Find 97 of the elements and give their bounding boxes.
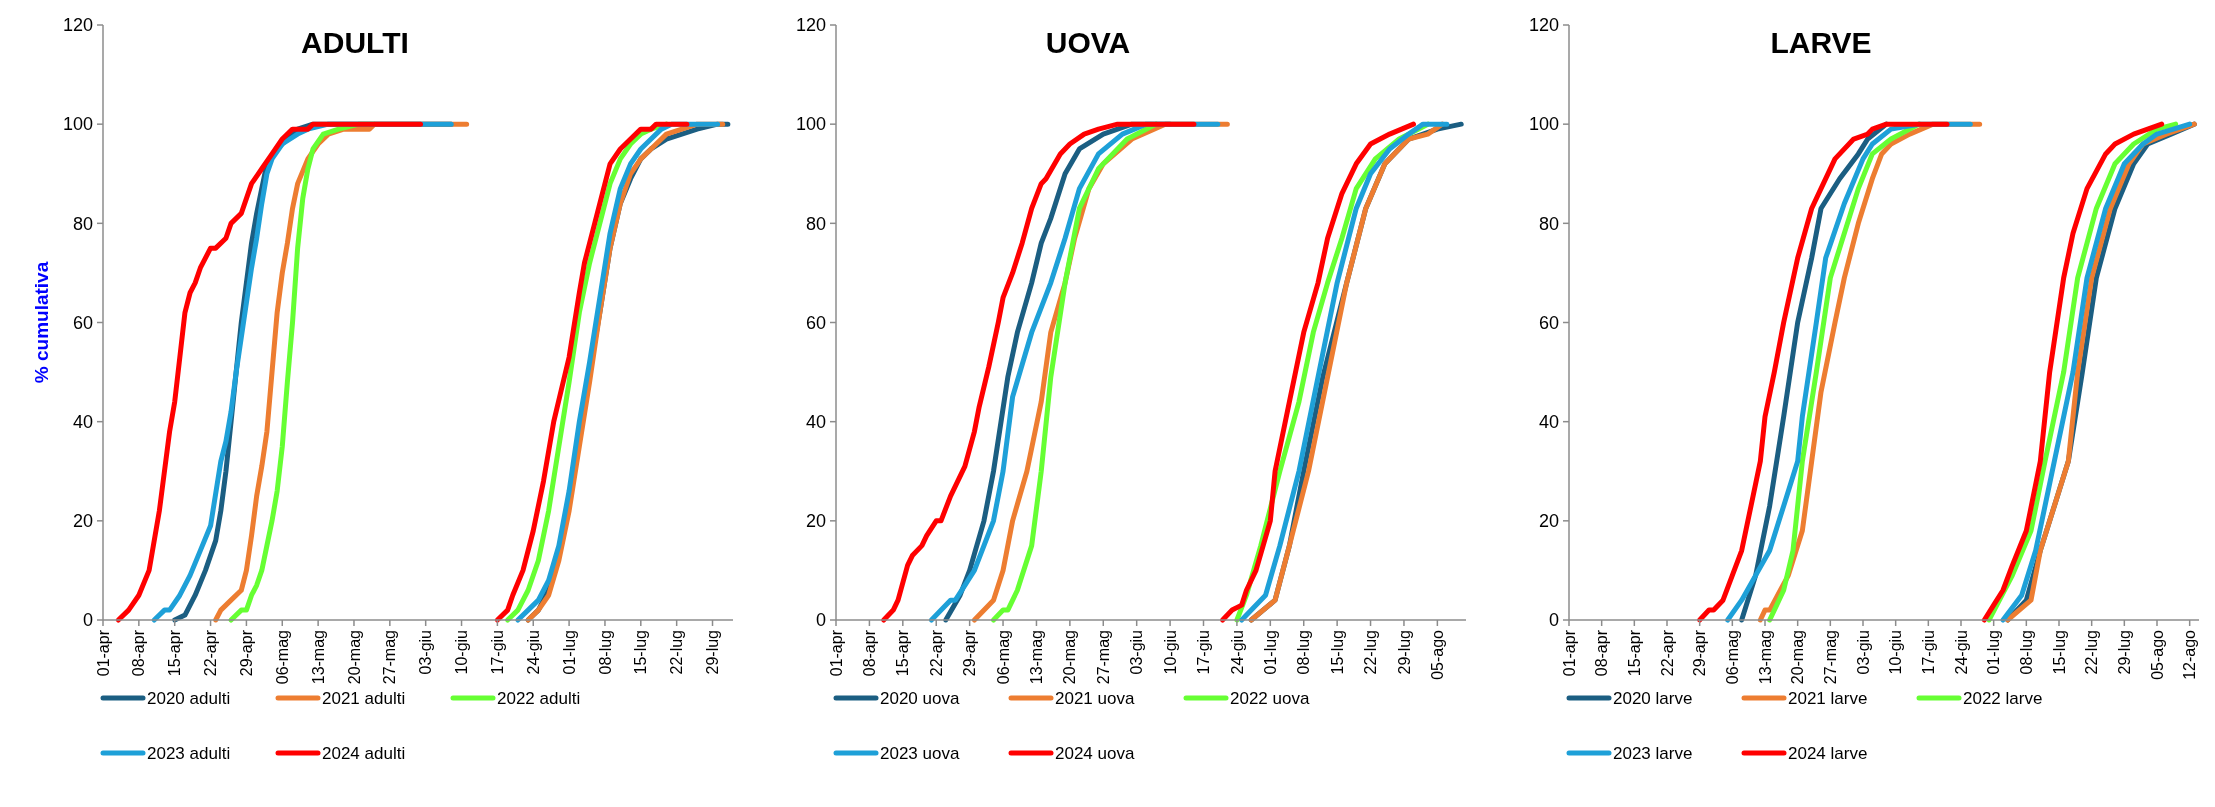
legend-label: 2021 adulti bbox=[322, 688, 406, 708]
x-tick-label: 15-apr bbox=[894, 629, 912, 677]
x-tick-label: 22-apr bbox=[202, 629, 220, 677]
y-tick-label: 100 bbox=[1528, 114, 1559, 135]
legend-label: 2024 uova bbox=[1055, 743, 1135, 763]
legend-label: 2021 larve bbox=[1788, 688, 1868, 708]
chart-title: ADULTI bbox=[301, 26, 409, 59]
x-tick-label: 01-lug bbox=[1261, 630, 1279, 675]
x-tick-label: 29-lug bbox=[704, 630, 722, 675]
x-tick-label: 17-giu bbox=[488, 630, 506, 675]
x-tick-label: 17-giu bbox=[1919, 630, 1937, 675]
x-tick-label: 08-apr bbox=[1593, 629, 1611, 677]
y-tick-label: 40 bbox=[1538, 411, 1559, 432]
legend-label: 2024 adulti bbox=[322, 743, 406, 763]
x-tick-label: 01-apr bbox=[827, 629, 845, 677]
x-tick-label: 10-giu bbox=[453, 630, 471, 675]
x-tick-label: 06-mag bbox=[273, 630, 291, 685]
x-tick-label: 15-lug bbox=[1328, 630, 1346, 675]
x-tick-label: 13-mag bbox=[309, 630, 327, 685]
x-tick-label: 08-lug bbox=[1295, 630, 1313, 675]
legend-label: 2023 uova bbox=[880, 743, 960, 763]
x-tick-label: 03-giu bbox=[1128, 630, 1146, 675]
y-tick-label: 120 bbox=[62, 15, 93, 36]
legend-label: 2020 adulti bbox=[147, 688, 231, 708]
x-tick-label: 08-apr bbox=[130, 629, 148, 677]
x-tick-label: 24-giu bbox=[1952, 630, 1970, 675]
y-tick-label: 60 bbox=[1538, 312, 1559, 333]
y-tick-label: 100 bbox=[62, 114, 93, 135]
y-axis-title: % cumulativa bbox=[31, 261, 52, 384]
legend-label: 2023 larve bbox=[1613, 743, 1693, 763]
x-tick-label: 29-lug bbox=[2115, 630, 2133, 675]
x-tick-label: 22-apr bbox=[1658, 629, 1676, 677]
y-tick-label: 120 bbox=[1528, 15, 1559, 36]
legend-label: 2024 larve bbox=[1788, 743, 1868, 763]
y-tick-label: 0 bbox=[815, 610, 826, 631]
x-tick-label: 01-lug bbox=[1985, 630, 2003, 675]
y-tick-label: 40 bbox=[805, 411, 826, 432]
legend-label: 2020 larve bbox=[1613, 688, 1693, 708]
y-tick-label: 120 bbox=[795, 15, 826, 36]
y-tick-label: 80 bbox=[805, 213, 826, 234]
x-tick-label: 22-lug bbox=[1362, 630, 1380, 675]
y-tick-label: 0 bbox=[1548, 610, 1559, 631]
legend-label: 2023 adulti bbox=[147, 743, 231, 763]
x-tick-label: 01-lug bbox=[560, 630, 578, 675]
x-tick-label: 22-apr bbox=[927, 629, 945, 677]
x-tick-label: 24-giu bbox=[1228, 630, 1246, 675]
y-tick-label: 20 bbox=[72, 511, 93, 532]
y-tick-label: 60 bbox=[72, 312, 93, 333]
y-tick-label: 100 bbox=[795, 114, 826, 135]
x-tick-label: 15-lug bbox=[632, 630, 650, 675]
x-tick-label: 03-giu bbox=[1854, 630, 1872, 675]
legend-label: 2022 larve bbox=[1963, 688, 2043, 708]
legend-label: 2022 adulti bbox=[497, 688, 581, 708]
x-tick-label: 01-apr bbox=[94, 629, 112, 677]
legend-label: 2020 uova bbox=[880, 688, 960, 708]
y-tick-label: 20 bbox=[1538, 511, 1559, 532]
x-tick-label: 05-ago bbox=[2148, 629, 2166, 680]
x-tick-label: 06-mag bbox=[1723, 630, 1741, 685]
legend-label: 2022 uova bbox=[1230, 688, 1310, 708]
y-tick-label: 80 bbox=[72, 213, 93, 234]
x-tick-label: 08-apr bbox=[861, 629, 879, 677]
x-tick-label: 01-apr bbox=[1560, 629, 1578, 677]
x-tick-label: 15-lug bbox=[2050, 630, 2068, 675]
x-tick-label: 27-mag bbox=[381, 630, 399, 685]
x-tick-label: 22-lug bbox=[2083, 630, 2101, 675]
x-tick-label: 15-apr bbox=[166, 629, 184, 677]
x-tick-label: 05-ago bbox=[1428, 629, 1446, 680]
y-tick-label: 0 bbox=[82, 610, 93, 631]
x-tick-label: 10-giu bbox=[1887, 630, 1905, 675]
x-tick-label: 29-apr bbox=[1691, 629, 1709, 677]
x-tick-label: 06-mag bbox=[994, 630, 1012, 685]
x-tick-label: 29-apr bbox=[238, 629, 256, 677]
x-tick-label: 24-giu bbox=[524, 630, 542, 675]
chart-title: UOVA bbox=[1045, 26, 1131, 59]
x-tick-label: 03-giu bbox=[417, 630, 435, 675]
x-tick-label: 10-giu bbox=[1161, 630, 1179, 675]
x-tick-label: 13-mag bbox=[1028, 630, 1046, 685]
x-tick-label: 12-ago bbox=[2181, 629, 2199, 680]
y-tick-label: 80 bbox=[1538, 213, 1559, 234]
x-tick-label: 15-apr bbox=[1625, 629, 1643, 677]
legend-label: 2021 uova bbox=[1055, 688, 1135, 708]
x-tick-label: 17-giu bbox=[1195, 630, 1213, 675]
x-tick-label: 08-lug bbox=[596, 630, 614, 675]
y-tick-label: 60 bbox=[805, 312, 826, 333]
x-tick-label: 27-mag bbox=[1821, 630, 1839, 685]
x-tick-label: 20-mag bbox=[345, 630, 363, 685]
x-tick-label: 29-apr bbox=[961, 629, 979, 677]
chart-title: LARVE bbox=[1770, 26, 1872, 59]
x-tick-label: 20-mag bbox=[1789, 630, 1807, 685]
x-tick-label: 29-lug bbox=[1395, 630, 1413, 675]
x-tick-label: 20-mag bbox=[1061, 630, 1079, 685]
x-tick-label: 08-lug bbox=[2017, 630, 2035, 675]
x-tick-label: 27-mag bbox=[1094, 630, 1112, 685]
y-tick-label: 20 bbox=[805, 511, 826, 532]
x-tick-label: 13-mag bbox=[1756, 630, 1774, 685]
y-tick-label: 40 bbox=[72, 411, 93, 432]
x-tick-label: 22-lug bbox=[668, 630, 686, 675]
